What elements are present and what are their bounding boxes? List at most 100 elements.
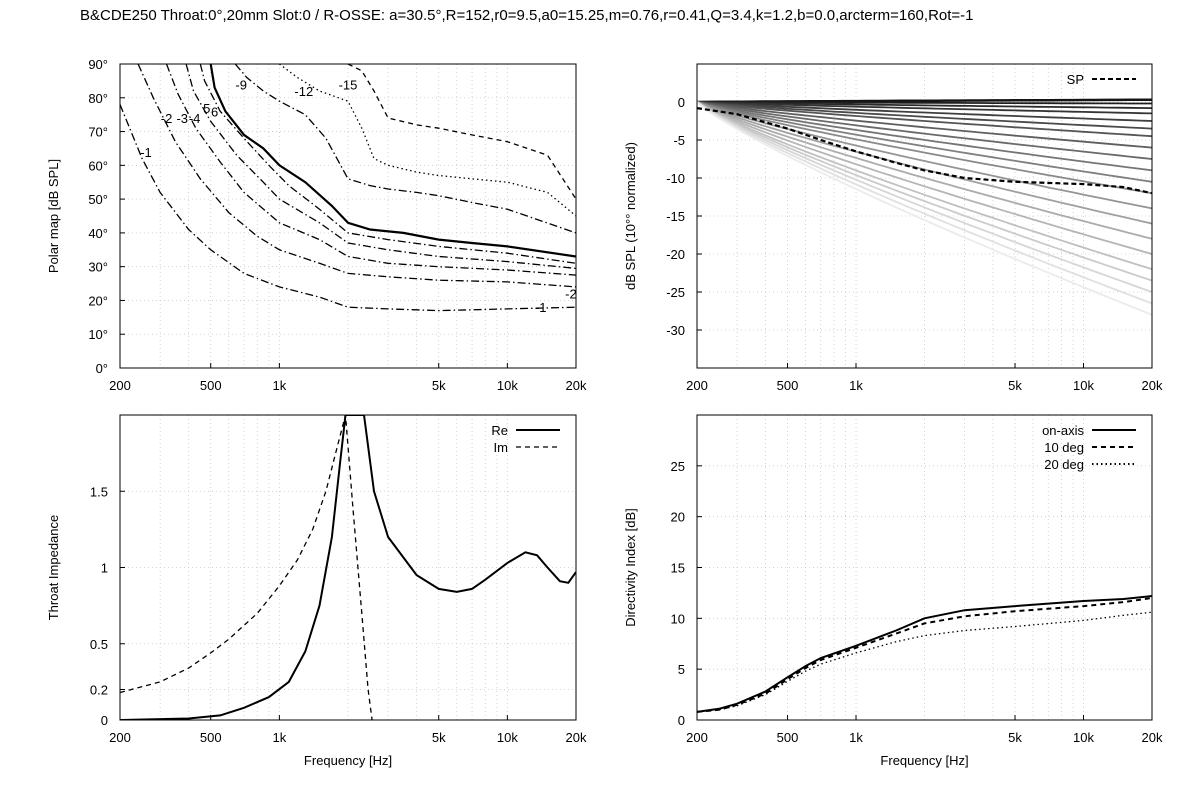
contour-label: -1 <box>535 300 547 315</box>
legend-label: 20 deg <box>1044 457 1084 472</box>
legend-label: SP <box>1067 72 1084 87</box>
x-tick-label: 1k <box>272 378 286 393</box>
contour-label: -2 <box>161 111 173 126</box>
x-tick-label: 20k <box>1142 730 1163 745</box>
plot-area-throat_impedance <box>120 415 576 720</box>
series-line-Re <box>120 415 576 720</box>
x-tick-label: 500 <box>777 730 799 745</box>
series-line--4 <box>185 64 576 270</box>
y-tick-label: -10 <box>666 171 685 186</box>
x-tick-label: 500 <box>777 378 799 393</box>
x-tick-label: 5k <box>432 378 446 393</box>
y-axis-label: dB SPL (10°° normalized) <box>623 142 638 290</box>
y-tick-label: 40° <box>88 226 108 241</box>
y-tick-label: 10° <box>88 327 108 342</box>
y-tick-label: 10 <box>671 611 685 626</box>
x-tick-label: 1k <box>849 730 863 745</box>
polar-family-line <box>697 101 1152 109</box>
polar-family-line <box>697 101 1152 282</box>
x-tick-label: 200 <box>686 378 708 393</box>
x-tick-label: 20k <box>1142 378 1163 393</box>
x-tick-label: 10k <box>1073 378 1094 393</box>
series-line-10 deg <box>697 597 1152 713</box>
figure-title: B&CDE250 Throat:0°,20mm Slot:0 / R-OSSE:… <box>80 7 974 24</box>
x-tick-label: 20k <box>566 730 587 745</box>
contour-label: 6 <box>211 104 218 119</box>
y-tick-label: 0 <box>678 95 685 110</box>
polar-family-line <box>697 101 1152 149</box>
chart-directivity_index: 200 500 1k 5k 10k 20k 0 5 10 15 20 25 Frequency [Hz]… <box>623 414 1163 768</box>
x-tick-label: 5k <box>432 730 446 745</box>
series-line-Im <box>120 415 373 720</box>
contour-label: -15 <box>339 77 358 92</box>
legend-label: 10 deg <box>1044 440 1084 455</box>
y-tick-label: -25 <box>666 285 685 300</box>
polar-family-line <box>697 101 1152 305</box>
y-tick-label: 25 <box>671 459 685 474</box>
chart-throat_impedance: 200 500 1k 5k 10k 20k 0 0.2 0.5 1 1.5 Frequency [Hz… <box>46 414 587 768</box>
contour-label: -2 <box>565 287 577 302</box>
y-tick-label: -20 <box>666 247 685 262</box>
series-line--15 <box>347 64 576 200</box>
legend-label: on-axis <box>1042 423 1084 438</box>
y-axis-label: Throat Impedance <box>46 515 61 621</box>
y-tick-label: 1 <box>101 561 108 576</box>
x-tick-label: 1k <box>272 730 286 745</box>
plot-frame <box>119 63 577 369</box>
y-tick-label: 20 <box>671 510 685 525</box>
y-tick-label: 90° <box>88 57 108 72</box>
y-axis-label: Directivity Index [dB] <box>623 508 638 627</box>
x-tick-label: 10k <box>497 378 518 393</box>
x-tick-label: 200 <box>109 730 131 745</box>
contour-label: 5 <box>203 101 210 116</box>
polar-family-line <box>697 101 1152 255</box>
series-line-on-axis <box>697 595 1152 713</box>
x-tick-label: 5k <box>1008 378 1022 393</box>
legend-label: Im <box>494 440 508 455</box>
series-line--9 <box>234 64 576 234</box>
y-tick-label: 20° <box>88 293 108 308</box>
series-line--5 <box>199 64 576 264</box>
y-tick-label: 0° <box>96 361 108 376</box>
y-tick-label: 80° <box>88 91 108 106</box>
plot-area-directivity_index <box>697 595 1152 713</box>
plot-area-normalized_spl <box>697 98 1152 316</box>
x-tick-label: 10k <box>1073 730 1094 745</box>
polar-family-line <box>697 101 1152 210</box>
polar-family-line <box>697 101 1152 122</box>
polar-family-line <box>697 101 1152 130</box>
polar-family-line <box>697 101 1152 160</box>
polar-family-line <box>697 101 1152 138</box>
y-tick-label: 60° <box>88 158 108 173</box>
y-tick-label: 70° <box>88 125 108 140</box>
polar-family-line <box>697 101 1152 240</box>
x-tick-label: 500 <box>200 730 222 745</box>
y-tick-label: 0.5 <box>90 637 108 652</box>
polar-family-line <box>697 101 1152 293</box>
x-tick-label: 5k <box>1008 730 1022 745</box>
plot-frame <box>119 414 577 721</box>
x-tick-label: 200 <box>109 378 131 393</box>
plot-frame <box>696 63 1153 369</box>
polar-family-line <box>697 101 1152 183</box>
y-tick-label: -5 <box>673 133 685 148</box>
polar-family-line <box>697 101 1152 172</box>
y-tick-label: -30 <box>666 323 685 338</box>
polar-family-line <box>697 101 1152 271</box>
y-tick-label: 30° <box>88 260 108 275</box>
contour-label: -9 <box>235 77 247 92</box>
contour-label: -12 <box>294 84 313 99</box>
contour-label: -4 <box>189 111 201 126</box>
y-tick-label: 0.2 <box>90 683 108 698</box>
polar-family-line <box>697 101 1152 195</box>
x-axis-label: Frequency [Hz] <box>880 753 968 768</box>
y-axis-label: Polar map [dB SPL] <box>46 159 61 273</box>
series-line-20 deg <box>697 611 1152 713</box>
contour-label: -3 <box>176 111 188 126</box>
polar-family-line <box>697 101 1152 115</box>
x-tick-label: 200 <box>686 730 708 745</box>
chart-normalized_spl: 200 500 1k 5k 10k 20k 0 -5 -10 -15 -20 -25 -30 dB SPL… <box>623 63 1163 393</box>
y-tick-label: 5 <box>678 662 685 677</box>
series-line--2 <box>137 64 576 288</box>
